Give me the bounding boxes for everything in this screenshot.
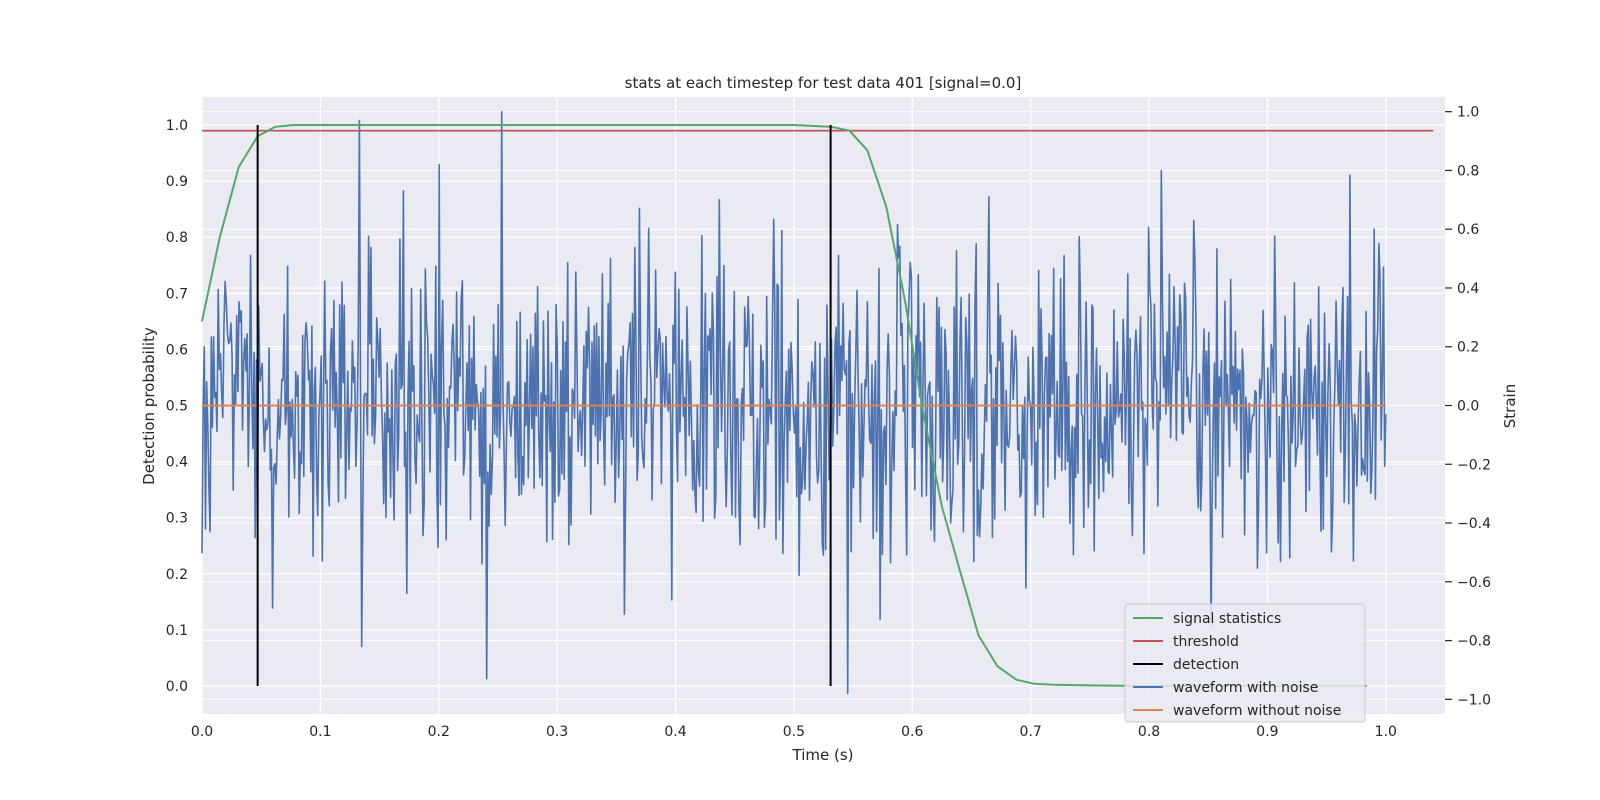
y-axis-right-title: Strain [1501,384,1519,428]
x-tick-label: 0.5 [783,724,805,740]
x-tick-label: 0.4 [664,724,686,740]
y-left-tick-label: 1.0 [166,118,188,134]
y-left-tick-label: 0.2 [166,567,188,583]
y-right-tick-label: 0.6 [1457,222,1479,238]
x-tick-label: 1.0 [1375,724,1397,740]
y-right-tick-label: −0.2 [1457,457,1491,473]
x-tick-label: 0.6 [901,724,923,740]
y-right-tick-label: −0.4 [1457,516,1491,532]
y-left-tick-label: 0.7 [166,286,188,302]
legend-label: waveform without noise [1173,703,1341,719]
y-right-tick-label: −0.8 [1457,634,1491,650]
plot-data [201,110,1434,695]
chart-title: stats at each timestep for test data 401… [625,74,1022,92]
y-left-tick-label: 0.6 [166,342,188,358]
y-right-tick-label: −1.0 [1457,692,1491,708]
x-tick-label: 0.8 [1138,724,1160,740]
y-left-tick-label: 0.3 [166,511,188,527]
x-tick-label: 0.3 [546,724,568,740]
x-tick-label: 0.7 [1020,724,1042,740]
series-signal-statistics [201,124,1367,687]
x-tick-label: 0.9 [1256,724,1278,740]
y-right-tick-label: 0.8 [1457,163,1479,179]
y-axis-left-title: Detection probability [140,327,158,485]
legend-label: threshold [1173,634,1239,650]
legend-label: detection [1173,657,1239,673]
series-waveform-with-noise [201,110,1387,695]
x-tick-label: 0.0 [191,724,213,740]
y-left-tick-label: 0.8 [166,230,188,246]
y-right-tick-label: 0.2 [1457,340,1479,356]
x-axis-title: Time (s) [792,746,854,764]
legend: signal statistics threshold detection wavef… [1124,603,1366,723]
x-tick-label: 0.2 [428,724,450,740]
legend-label: waveform with noise [1173,680,1318,696]
y-right-tick-label: 1.0 [1457,105,1479,121]
y-left-tick-label: 0.9 [166,174,188,190]
y-left-tick-label: 0.0 [166,679,188,695]
y-left-tick-label: 0.1 [166,623,188,639]
y-left-tick-label: 0.4 [166,455,188,471]
y-right-tick-label: −0.6 [1457,575,1491,591]
y-right-tick-label: 0.0 [1457,399,1479,415]
axis-ticks: 0.0 0.1 0.2 0.3 0.4 0.5 0.6 0.7 0.8 0.9 1.0 0.0 0.1 0… [166,105,1491,740]
y-left-tick-label: 0.5 [166,399,188,415]
legend-box [1124,603,1366,723]
x-tick-label: 0.1 [309,724,331,740]
legend-label: signal statistics [1173,611,1281,627]
y-right-tick-label: 0.4 [1457,281,1479,297]
